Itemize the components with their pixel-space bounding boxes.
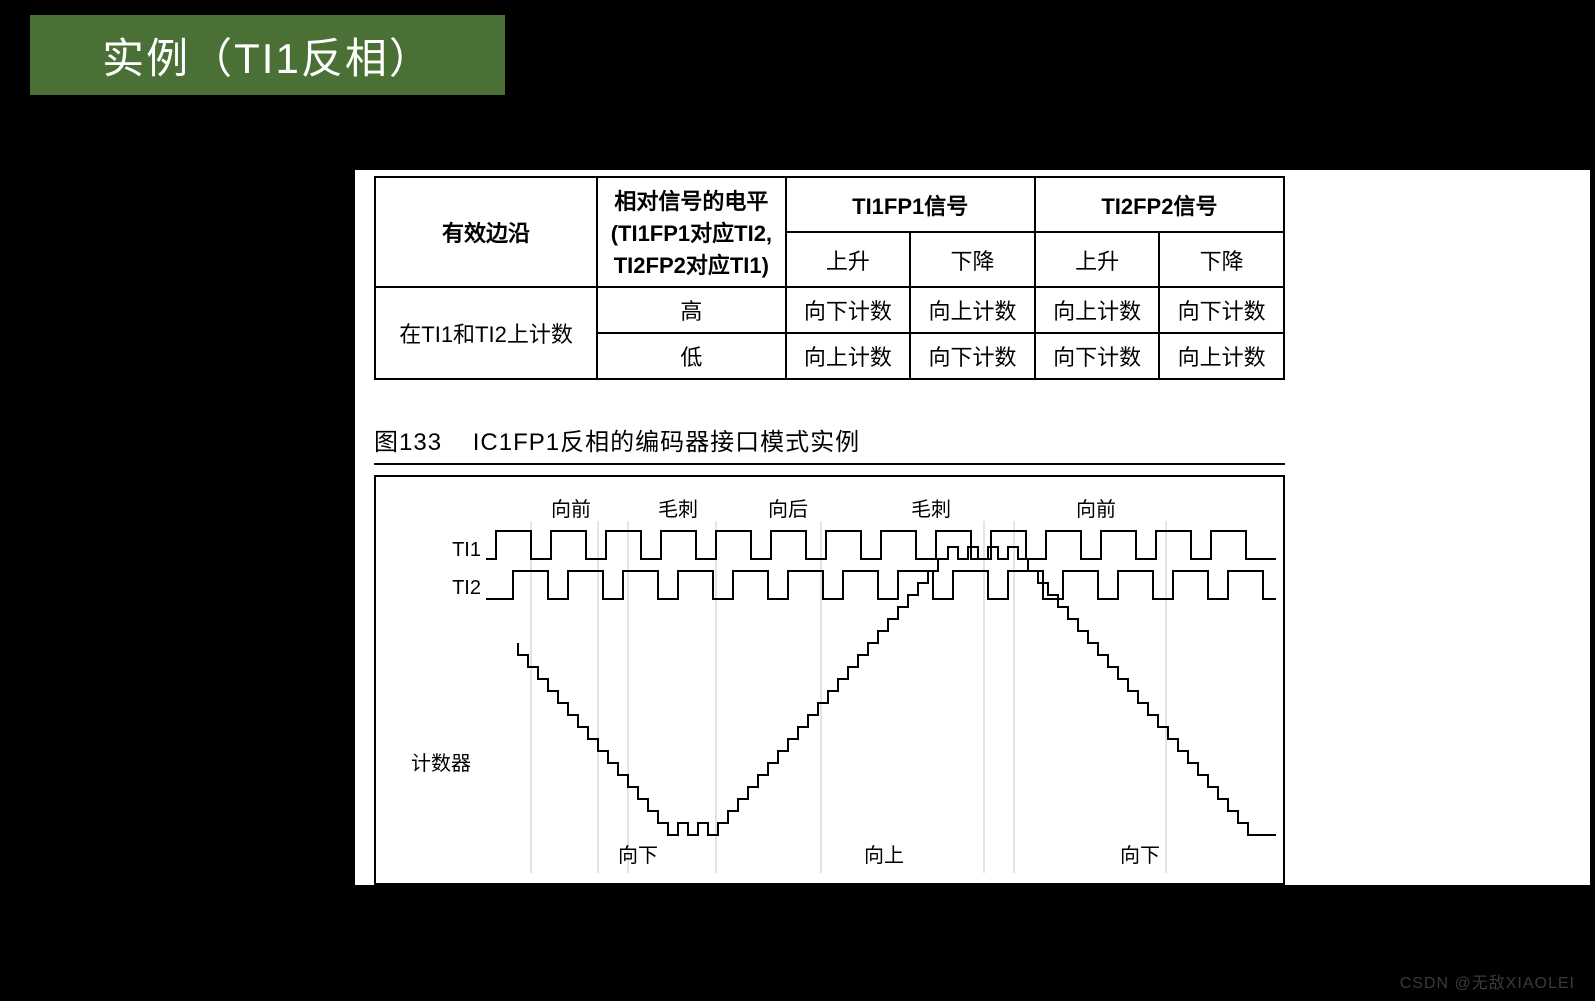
table-header-row-1: 有效边沿 相对信号的电平 (TI1FP1对应TI2, TI2FP2对应TI1) …	[375, 177, 1284, 232]
td-r2c2: 向下计数	[910, 333, 1035, 379]
label-ti2: TI2	[381, 577, 481, 600]
timing-diagram: 向前 毛刺 向后 毛刺 向前 TI1 TI2 计数器 向下 向上 向下	[374, 475, 1285, 885]
figure-number: 图133	[374, 429, 442, 456]
section-label: 向前	[551, 493, 591, 522]
th-edge: 有效边沿	[375, 177, 597, 287]
section-label: 毛刺	[658, 493, 698, 522]
td-level-high: 高	[597, 287, 786, 333]
td-r2c4: 向上计数	[1159, 333, 1284, 379]
dir-down1: 向下	[618, 839, 658, 868]
label-counter: 计数器	[371, 747, 471, 776]
td-r1c1: 向下计数	[786, 287, 911, 333]
th-level: 相对信号的电平 (TI1FP1对应TI2, TI2FP2对应TI1)	[597, 177, 786, 287]
td-mode: 在TI1和TI2上计数	[375, 287, 597, 379]
table-row: 在TI1和TI2上计数 高 向下计数 向上计数 向上计数 向下计数	[375, 287, 1284, 333]
th-level-l3: TI2FP2对应TI1)	[602, 248, 781, 280]
label-ti1: TI1	[381, 539, 481, 562]
title-box: 实例（TI1反相）	[30, 15, 505, 95]
td-level-low: 低	[597, 333, 786, 379]
section-label: 毛刺	[911, 493, 951, 522]
td-r1c4: 向下计数	[1159, 287, 1284, 333]
td-r1c3: 向上计数	[1035, 287, 1160, 333]
encoder-table: 有效边沿 相对信号的电平 (TI1FP1对应TI2, TI2FP2对应TI1) …	[374, 176, 1285, 380]
th-t2-rise: 上升	[1035, 232, 1160, 287]
th-level-l2: (TI1FP1对应TI2,	[602, 216, 781, 248]
section-label: 向后	[768, 493, 808, 522]
timing-svg	[376, 477, 1283, 883]
th-t1-rise: 上升	[786, 232, 911, 287]
th-ti1fp1: TI1FP1信号	[786, 177, 1035, 232]
dir-down2: 向下	[1120, 839, 1160, 868]
th-ti2fp2: TI2FP2信号	[1035, 177, 1284, 232]
figure-title: IC1FP1反相的编码器接口模式实例	[473, 429, 860, 456]
content-panel: 有效边沿 相对信号的电平 (TI1FP1对应TI2, TI2FP2对应TI1) …	[355, 170, 1590, 885]
td-r2c1: 向上计数	[786, 333, 911, 379]
th-level-l1: 相对信号的电平	[602, 184, 781, 216]
th-t1-fall: 下降	[910, 232, 1035, 287]
td-r2c3: 向下计数	[1035, 333, 1160, 379]
section-label: 向前	[1076, 493, 1116, 522]
dir-up: 向上	[864, 839, 904, 868]
watermark: CSDN @无敌XIAOLEI	[1400, 969, 1575, 993]
th-t2-fall: 下降	[1159, 232, 1284, 287]
td-r1c2: 向上计数	[910, 287, 1035, 333]
figure-caption: 图133 IC1FP1反相的编码器接口模式实例	[374, 422, 1285, 465]
page-title: 实例（TI1反相）	[102, 25, 433, 86]
